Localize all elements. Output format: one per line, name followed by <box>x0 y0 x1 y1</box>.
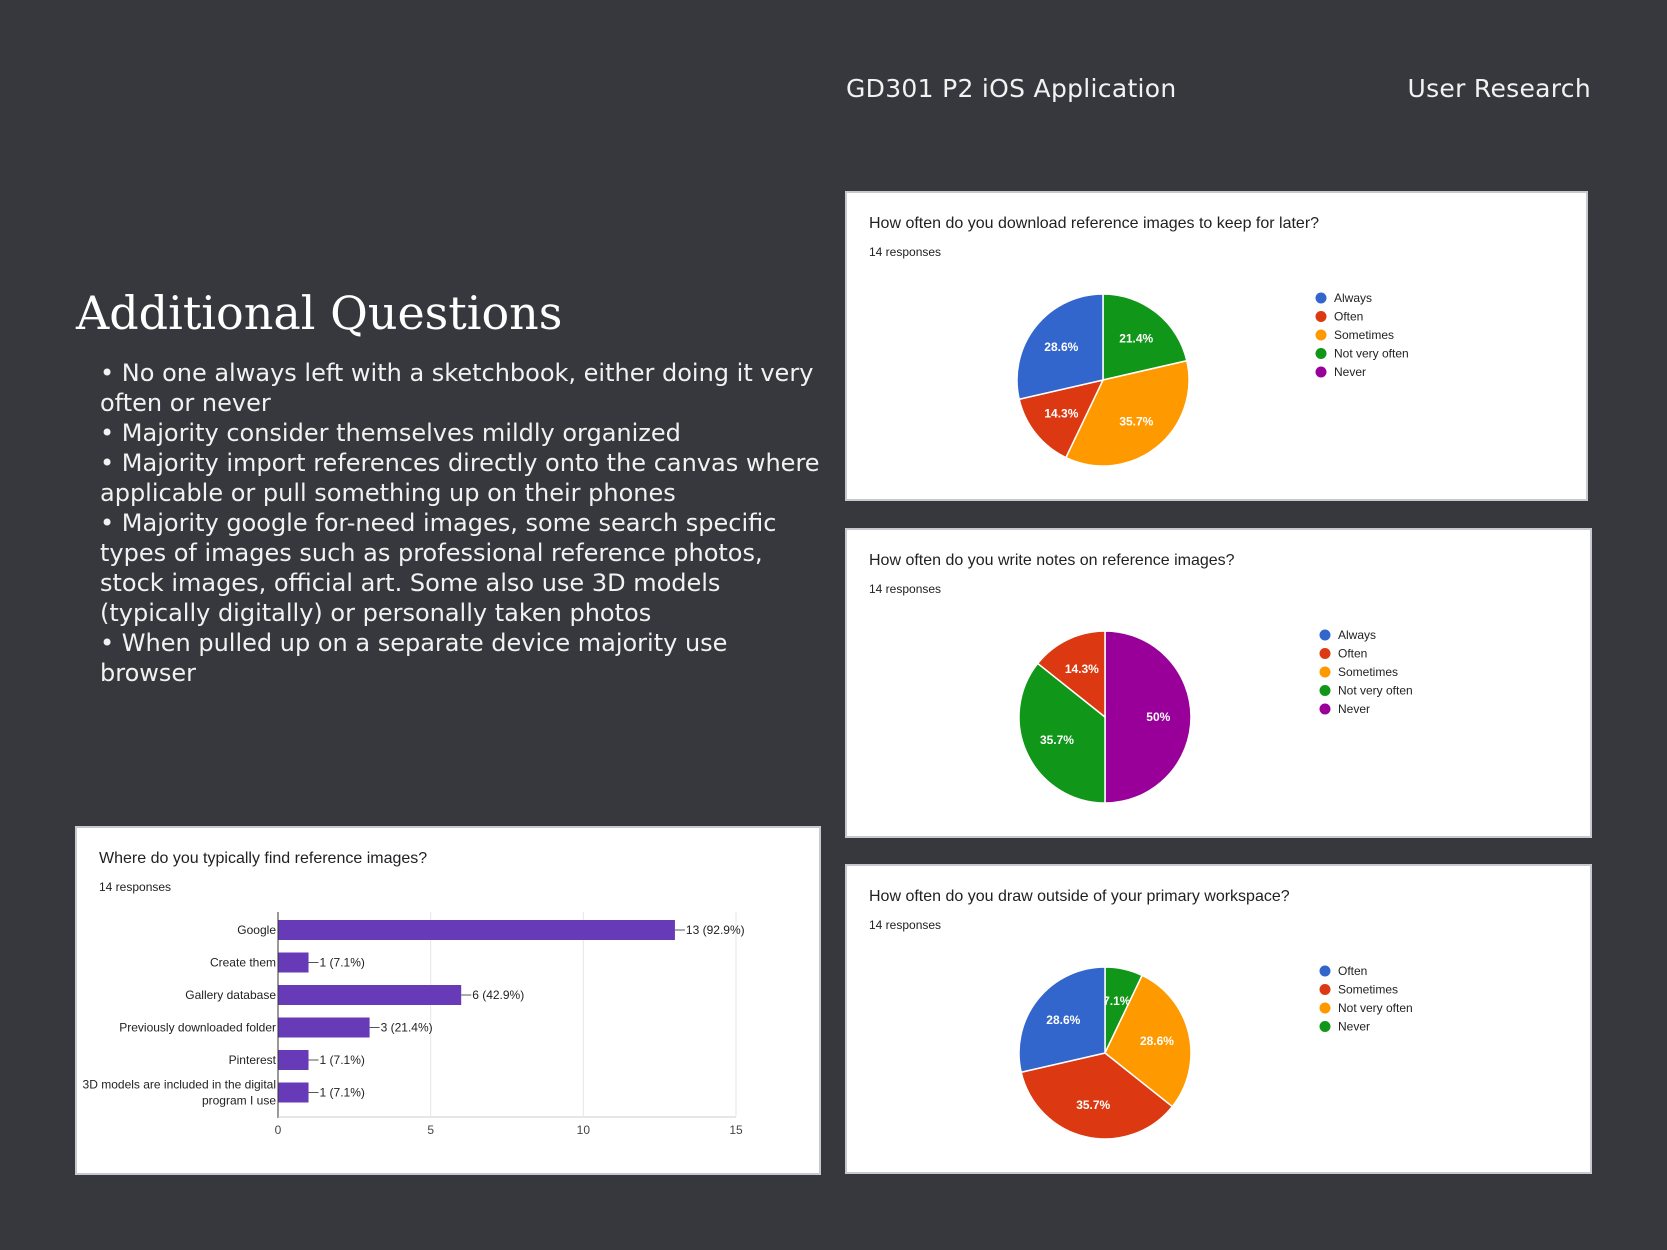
pie-slice-often <box>1036 630 1106 719</box>
response-count: 14 responses <box>99 880 172 894</box>
bar-category-label: 3D models are included in the digital pro… <box>83 1078 277 1108</box>
legend-item-label: Often <box>1338 647 1367 661</box>
slice-value-label: 21.4% <box>1119 331 1153 345</box>
legend-item-label: Sometimes <box>1334 328 1394 342</box>
legend-swatch <box>1315 348 1327 359</box>
legend-swatch <box>1319 629 1331 641</box>
bar-chart: 0 5 10 15 13 (92.9%) Google 1 (7.1%) Create the… <box>83 912 745 1137</box>
pie-chart: 7.1% 28.6% 35.7% 28.6% Often Sometimes Not ver… <box>1018 964 1413 1140</box>
legend-swatch <box>1319 984 1331 995</box>
bar-value-label: 3 (21.4%) <box>381 1021 433 1035</box>
response-count: 14 responses <box>869 582 942 596</box>
pie-slice-often <box>1018 966 1106 1074</box>
legend-swatch <box>1315 311 1327 322</box>
bar-value-label: 6 (42.9%) <box>472 988 524 1002</box>
chart-title: Where do you typically find reference im… <box>99 850 428 867</box>
legend-swatch <box>1315 366 1327 378</box>
bar-category-label: Previously downloaded folder <box>119 1021 276 1035</box>
legend-item-label: Never <box>1334 365 1366 379</box>
legend-swatch <box>1319 648 1331 659</box>
project-title: GD301 P2 iOS Application <box>846 74 1177 103</box>
page-section-label: User Research <box>1407 74 1591 103</box>
slice-value-label: 35.7% <box>1040 733 1074 747</box>
bar-value-label: 1 (7.1%) <box>320 956 365 970</box>
pie-slice-never <box>1104 630 1192 804</box>
bar-category-label: Create them <box>210 956 276 970</box>
x-tick-label: 10 <box>577 1123 591 1137</box>
pie-chart-card-download: How often do you download reference imag… <box>845 191 1588 501</box>
legend-swatch <box>1319 965 1331 977</box>
finding-item: Majority google for-need images, some se… <box>100 508 820 628</box>
pie-chart: 50% 35.7% 14.3% Always Often Sometimes Not ver… <box>1018 628 1413 804</box>
x-tick-label: 0 <box>275 1123 282 1137</box>
pie-slice-not-very-often <box>1018 662 1106 804</box>
bar-category-label: Pinterest <box>229 1053 277 1067</box>
x-tick-label: 15 <box>729 1123 743 1137</box>
bar-chart-card-sources: Where do you typically find reference im… <box>75 826 821 1175</box>
legend-item-label: Always <box>1338 628 1376 642</box>
bar <box>278 1017 370 1038</box>
response-count: 14 responses <box>869 918 942 932</box>
finding-item: Majority consider themselves mildly orga… <box>100 418 820 448</box>
legend-swatch <box>1319 1002 1331 1014</box>
response-count: 14 responses <box>869 245 942 259</box>
chart-title: How often do you draw outside of your pr… <box>869 888 1290 905</box>
bar <box>278 952 309 973</box>
slice-value-label: 35.7% <box>1119 415 1153 429</box>
slice-value-label: 14.3% <box>1065 662 1099 676</box>
bar <box>278 985 462 1005</box>
pie-slice-always <box>1016 293 1104 401</box>
legend-item-label: Never <box>1338 1020 1370 1034</box>
findings-list: No one always left with a sketchbook, ei… <box>100 358 820 688</box>
legend-item-label: Not very often <box>1338 1001 1413 1015</box>
slice-value-label: 28.6% <box>1140 1034 1174 1048</box>
legend-swatch <box>1319 1021 1331 1032</box>
slice-value-label: 35.7% <box>1076 1098 1110 1112</box>
pie-slice-sometimes <box>1020 1052 1174 1140</box>
legend-item-label: Not very often <box>1334 347 1409 361</box>
finding-item: When pulled up on a separate device majo… <box>100 628 820 688</box>
chart-title: How often do you write notes on referenc… <box>869 552 1235 569</box>
finding-item: Majority import references directly onto… <box>100 448 820 508</box>
slice-value-label: 14.3% <box>1044 406 1078 420</box>
legend-item-label: Never <box>1338 702 1370 716</box>
legend-item-label: Often <box>1334 310 1363 324</box>
bar <box>278 1050 309 1070</box>
bar-category-label: Gallery database <box>185 988 276 1002</box>
legend-item-label: Often <box>1338 964 1367 978</box>
bar <box>278 920 675 940</box>
chart-title: How often do you download reference imag… <box>869 215 1320 232</box>
bar-value-label: 1 (7.1%) <box>320 1086 365 1100</box>
legend-item-label: Not very often <box>1338 684 1413 698</box>
pie-slice-not-very-often <box>1104 974 1192 1108</box>
legend-swatch <box>1319 685 1331 696</box>
legend-swatch <box>1315 329 1327 341</box>
legend-item-label: Sometimes <box>1338 665 1398 679</box>
section-title: Additional Questions <box>76 286 563 340</box>
pie-chart-card-notes: How often do you write notes on referenc… <box>845 528 1592 838</box>
x-tick-label: 5 <box>427 1123 434 1137</box>
legend-swatch <box>1319 703 1331 715</box>
finding-item: No one always left with a sketchbook, ei… <box>100 358 820 418</box>
slice-value-label: 7.1% <box>1103 994 1131 1008</box>
pie-chart: 21.4% 35.7% 14.3% 28.6% Always Often Sometimes… <box>1016 291 1409 467</box>
bar <box>278 1082 309 1103</box>
legend-item-label: Always <box>1334 291 1372 305</box>
legend-swatch <box>1319 666 1331 678</box>
slice-value-label: 28.6% <box>1044 340 1078 354</box>
slice-value-label: 28.6% <box>1046 1013 1080 1027</box>
bar-category-label: Google <box>237 923 276 937</box>
bar-value-label: 13 (92.9%) <box>686 923 745 937</box>
pie-slice-not-very-often <box>1102 293 1188 381</box>
bar-value-label: 1 (7.1%) <box>320 1053 365 1067</box>
pie-slice-sometimes <box>1064 359 1190 467</box>
legend-swatch <box>1315 292 1327 304</box>
pie-chart-card-draw-outside: How often do you draw outside of your pr… <box>845 864 1592 1174</box>
legend-item-label: Sometimes <box>1338 983 1398 997</box>
pie-slice-often <box>1018 378 1105 459</box>
slice-value-label: 50% <box>1146 710 1170 724</box>
